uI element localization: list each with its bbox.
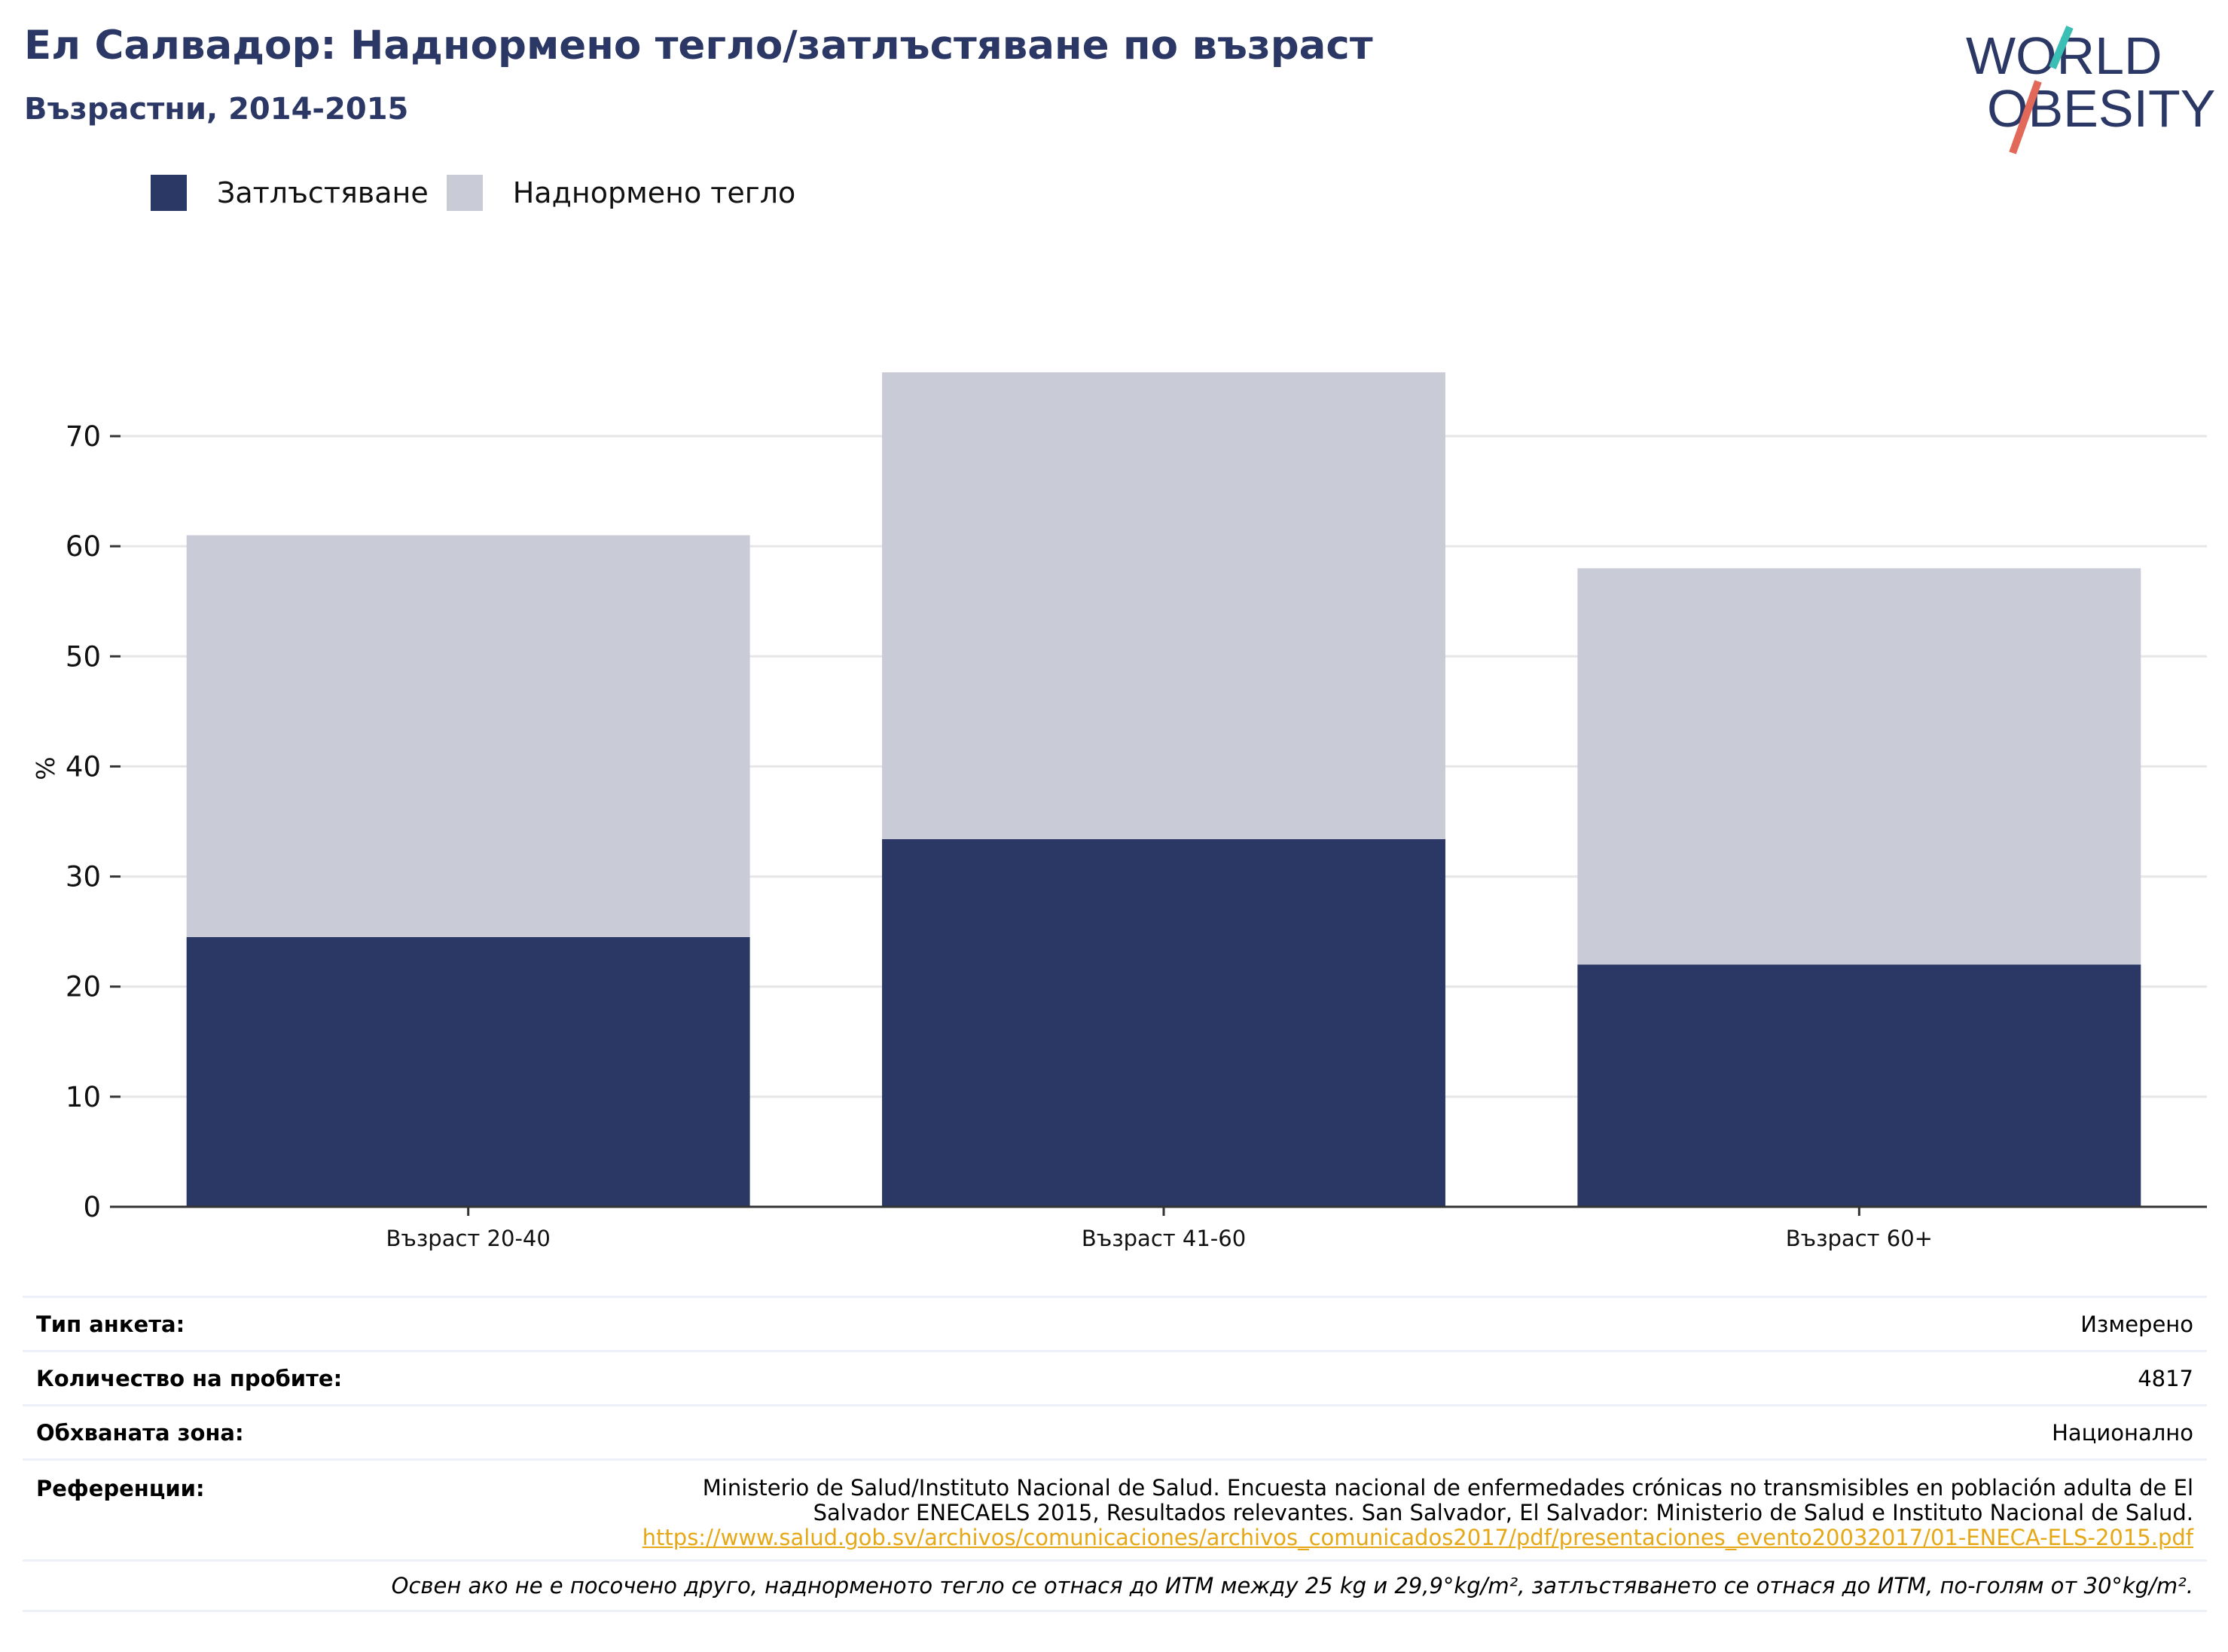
chart-subtitle: Възрастни, 2014-2015 — [24, 92, 409, 127]
area-label: Обхваната зона: — [36, 1419, 244, 1446]
reference-line-1: Ministerio de Salud/Instituto Nacional d… — [702, 1475, 2193, 1501]
y-axis-ticks: 0 10 20 30 40 50 60 70 — [66, 420, 121, 1223]
survey-type-label: Тип анкета: — [36, 1311, 185, 1337]
legend-swatch-overweight — [446, 175, 483, 211]
area-value: Национално — [2052, 1419, 2193, 1446]
legend-label-overweight: Наднормено тегло — [512, 176, 796, 209]
x-tick-label: Възраст 20-40 — [386, 1226, 551, 1251]
chart-title: Ел Салвадор: Наднормено тегло/затлъстява… — [24, 23, 1373, 69]
legend-item-obesity: Затлъстяване — [151, 175, 429, 211]
legend-item-overweight: Наднормено тегло — [446, 175, 796, 211]
y-tick-label: 70 — [66, 420, 101, 453]
references-value: Ministerio de Salud/Instituto Nacional d… — [642, 1476, 2193, 1550]
info-row-survey-type: Тип анкета: Измерено — [23, 1296, 2207, 1350]
bar-overweight — [882, 372, 1445, 839]
bar-overweight — [1577, 568, 2141, 965]
x-axis-ticks: Възраст 20-40 Възраст 41-60 Възраст 60+ — [386, 1207, 1933, 1251]
sample-size-value: 4817 — [2138, 1365, 2193, 1391]
y-tick-label: 20 — [66, 971, 101, 1003]
bar-overweight — [186, 535, 750, 937]
sample-size-label: Количество на пробите: — [36, 1365, 343, 1391]
reference-line-2: Salvador ENECAELS 2015, Resultados relev… — [813, 1500, 2193, 1525]
chart-legend: Затлъстяване Наднормено тегло — [151, 173, 813, 212]
info-row-sample-size: Количество на пробите: 4817 — [23, 1350, 2207, 1404]
reference-link[interactable]: https://www.salud.gob.sv/archivos/comuni… — [642, 1525, 2193, 1550]
x-tick-label: Възраст 41-60 — [1082, 1226, 1246, 1251]
x-tick-label: Възраст 60+ — [1786, 1226, 1933, 1251]
bar-obesity — [1577, 964, 2141, 1207]
y-tick-label: 0 — [83, 1191, 101, 1223]
info-row-note: Освен ако не е посочено друго, наднормен… — [23, 1559, 2207, 1612]
bars — [186, 372, 2141, 1207]
y-tick-label: 50 — [66, 640, 101, 673]
info-table: Тип анкета: Измерено Количество на проби… — [23, 1296, 2207, 1612]
world-obesity-logo: WORLD OBESITY — [1966, 26, 2214, 154]
bar-obesity — [186, 936, 750, 1207]
y-tick-label: 30 — [66, 861, 101, 893]
bar-obesity — [882, 838, 1445, 1207]
stacked-bar-chart: 0 10 20 30 40 50 60 70 Възраст 20-40 Възраст 41-… — [31, 372, 2207, 1251]
references-label: Референции: — [36, 1476, 205, 1501]
info-row-area: Обхваната зона: Национално — [23, 1404, 2207, 1458]
info-row-references: Референции: Ministerio de Salud/Institut… — [23, 1458, 2207, 1559]
definition-note: Освен ако не е посочено друго, наднормен… — [391, 1573, 2193, 1599]
y-tick-label: 10 — [66, 1081, 101, 1113]
y-tick-label: 40 — [66, 750, 101, 783]
legend-label-obesity: Затлъстяване — [217, 176, 429, 209]
y-axis-label: % — [31, 756, 60, 780]
legend-swatch-obesity — [151, 175, 187, 211]
y-tick-label: 60 — [66, 530, 101, 563]
survey-type-value: Измерено — [2080, 1311, 2193, 1337]
